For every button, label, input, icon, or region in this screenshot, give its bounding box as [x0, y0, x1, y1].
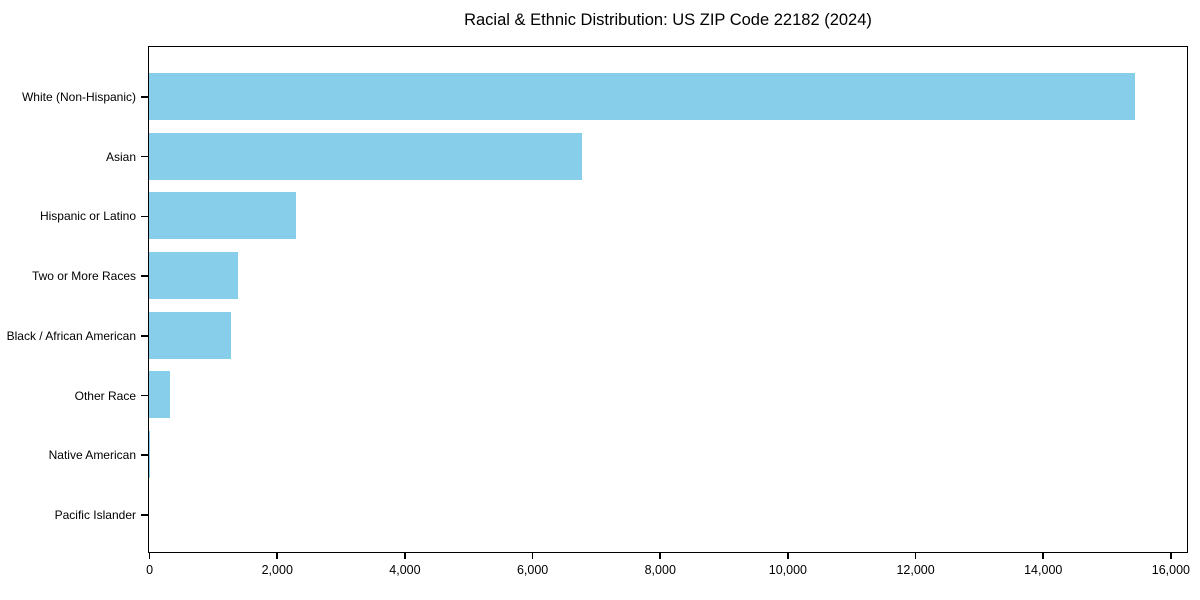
bars-layer — [149, 47, 1187, 552]
x-tick-mark — [148, 553, 151, 559]
x-tick-label: 16,000 — [1151, 563, 1190, 577]
bar — [149, 431, 151, 479]
category-label: Hispanic or Latino — [39, 209, 136, 224]
bar — [149, 192, 297, 240]
x-tick-mark — [914, 553, 917, 559]
x-tick-mark — [276, 553, 279, 559]
bar — [149, 132, 582, 180]
y-tick-mark — [141, 155, 148, 158]
x-tick-mark — [1042, 553, 1045, 559]
plot-area — [148, 46, 1188, 553]
y-tick-mark — [141, 454, 148, 456]
chart-title: Racial & Ethnic Distribution: US ZIP Cod… — [464, 11, 872, 29]
y-tick-mark — [141, 96, 148, 98]
y-tick-mark — [141, 394, 148, 397]
x-tick-mark — [531, 553, 534, 559]
y-tick-mark — [141, 215, 148, 218]
bar — [149, 72, 1136, 120]
category-label: Asian — [105, 149, 136, 164]
x-tick-label: 4,000 — [389, 563, 421, 577]
bar — [149, 371, 171, 419]
category-label: Other Race — [74, 388, 136, 403]
x-tick-mark — [404, 553, 406, 559]
x-tick-label: 14,000 — [1024, 563, 1063, 577]
y-tick-mark — [141, 275, 148, 277]
category-label: Two or More Races — [31, 269, 136, 284]
bar — [149, 311, 232, 359]
x-tick-mark — [1170, 553, 1172, 559]
category-label: Native American — [48, 448, 136, 463]
x-tick-label: 10,000 — [768, 563, 808, 577]
category-label: White (Non-Hispanic) — [21, 90, 136, 104]
category-label: Black / African American — [6, 328, 136, 343]
y-tick-mark — [141, 514, 148, 516]
bar — [149, 252, 238, 299]
x-tick-label: 12,000 — [896, 563, 935, 577]
y-tick-mark — [141, 335, 148, 337]
x-tick-label: 6,000 — [516, 563, 549, 577]
x-tick-label: 0 — [146, 563, 154, 577]
x-tick-mark — [787, 553, 789, 559]
x-tick-label: 8,000 — [644, 563, 676, 577]
category-label: Pacific Islander — [54, 507, 136, 522]
x-tick-mark — [659, 553, 662, 559]
x-tick-label: 2,000 — [261, 563, 293, 577]
